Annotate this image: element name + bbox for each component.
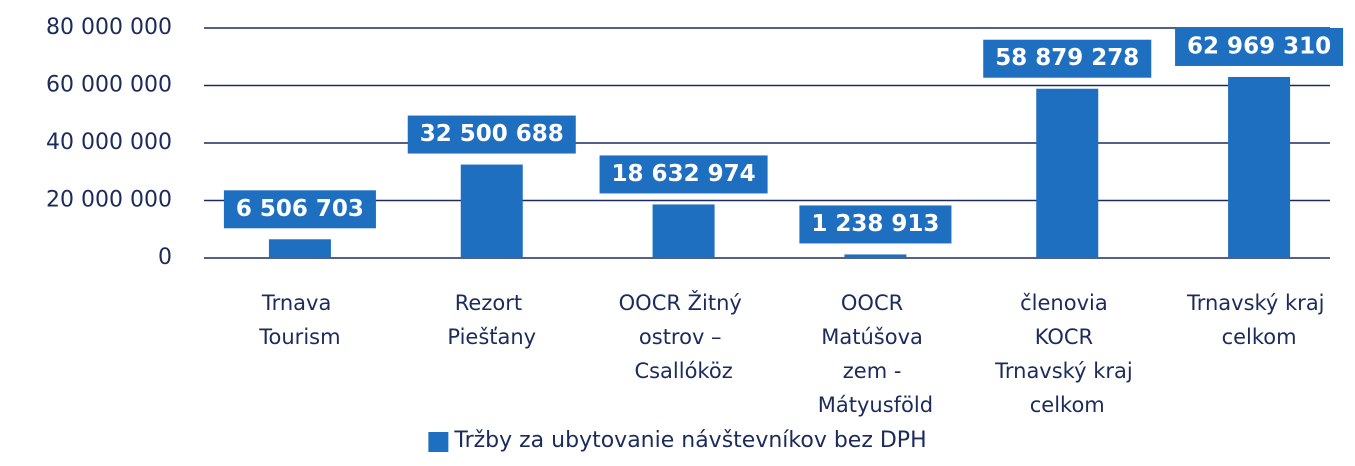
legend-label: Tržby za ubytovanie návštevníkov bez DPH: [453, 428, 926, 453]
bar: [1228, 76, 1291, 259]
x-tick-label: OOCR Matúšova zem - Mátyusföld: [818, 291, 933, 417]
value-label: 1 238 913: [811, 211, 939, 237]
value-label: 62 969 310: [1187, 33, 1331, 59]
bar: [1036, 88, 1099, 258]
value-label: 32 500 688: [420, 121, 564, 147]
value-label-box: [407, 115, 576, 154]
x-tick-label: Rezort Piešťany: [447, 291, 536, 349]
value-label-box: [599, 155, 768, 194]
value-label-box: [799, 205, 952, 244]
y-tick-label: 0: [158, 245, 172, 270]
x-tick-label: Trnava Tourism: [258, 291, 340, 349]
legend: Tržby za ubytovanie návštevníkov bez DPH: [428, 428, 927, 453]
x-tick-label: Trnavský kraj celkom: [1186, 291, 1331, 349]
value-label: 58 879 278: [995, 45, 1139, 71]
bar: [268, 239, 331, 258]
value-label: 6 506 703: [236, 196, 364, 222]
value-label-box: [223, 190, 376, 229]
value-label-box: [983, 39, 1152, 78]
value-label-box: [1175, 27, 1344, 66]
bar: [652, 204, 715, 258]
value-label: 18 632 974: [612, 161, 756, 187]
y-tick-label: 40 000 000: [46, 130, 172, 155]
legend-swatch: [428, 432, 449, 452]
x-tick-label: OOCR Žitný ostrov – Csallóköz: [619, 290, 749, 383]
y-tick-label: 60 000 000: [46, 73, 172, 98]
bar: [460, 164, 523, 258]
y-tick-label: 20 000 000: [46, 188, 172, 213]
bar: [844, 254, 907, 258]
y-tick-label: 80 000 000: [46, 15, 172, 40]
x-tick-label: členovia KOCR Trnavský kraj celkom: [994, 291, 1139, 417]
